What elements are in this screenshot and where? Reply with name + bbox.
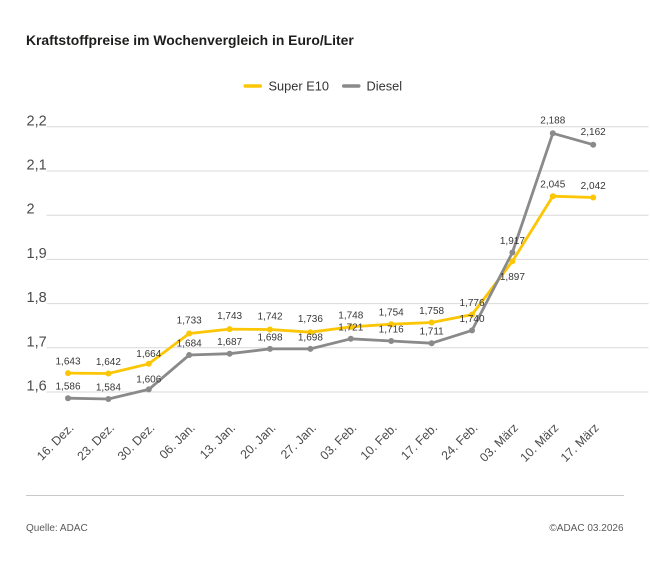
svg-text:17. März: 17. März <box>558 421 602 465</box>
svg-text:03. März: 03. März <box>477 421 521 465</box>
svg-text:Super E10: Super E10 <box>269 78 329 93</box>
svg-text:1,711: 1,711 <box>419 327 444 338</box>
svg-text:1,606: 1,606 <box>136 374 161 385</box>
svg-text:1,716: 1,716 <box>379 325 404 336</box>
svg-text:2,045: 2,045 <box>540 180 565 191</box>
svg-text:13. Jan.: 13. Jan. <box>197 421 238 462</box>
svg-text:20. Jan.: 20. Jan. <box>238 421 279 462</box>
svg-text:Kraftstoffpreise im Wochenverg: Kraftstoffpreise im Wochenvergleich in E… <box>26 32 354 48</box>
svg-text:1,698: 1,698 <box>257 332 282 343</box>
svg-text:03. Feb.: 03. Feb. <box>317 421 359 463</box>
svg-text:1,754: 1,754 <box>379 308 404 319</box>
svg-text:1,743: 1,743 <box>217 311 242 322</box>
svg-text:17. Feb.: 17. Feb. <box>398 421 440 463</box>
svg-text:1,917: 1,917 <box>500 236 525 247</box>
svg-text:23. Dez.: 23. Dez. <box>74 421 117 464</box>
svg-text:1,776: 1,776 <box>459 298 484 309</box>
svg-text:27. Jan.: 27. Jan. <box>278 421 319 462</box>
svg-text:Quelle: ADAC: Quelle: ADAC <box>26 523 88 534</box>
svg-text:1,643: 1,643 <box>55 357 80 368</box>
svg-text:1,698: 1,698 <box>298 332 323 343</box>
svg-text:1,7: 1,7 <box>27 334 47 350</box>
svg-text:1,742: 1,742 <box>257 312 282 323</box>
svg-text:1,740: 1,740 <box>459 314 484 325</box>
svg-text:2,162: 2,162 <box>581 127 606 138</box>
svg-text:1,687: 1,687 <box>217 337 242 348</box>
svg-text:30. Dez.: 30. Dez. <box>115 421 158 464</box>
svg-text:1,758: 1,758 <box>419 306 444 317</box>
svg-text:1,9: 1,9 <box>27 246 47 262</box>
svg-text:1,736: 1,736 <box>298 314 323 325</box>
svg-text:1,584: 1,584 <box>96 383 121 394</box>
svg-text:2,1: 2,1 <box>27 158 47 174</box>
svg-text:1,664: 1,664 <box>136 349 161 360</box>
svg-text:2,2: 2,2 <box>27 113 47 129</box>
svg-text:2: 2 <box>27 202 35 218</box>
svg-text:10. März: 10. März <box>517 421 561 465</box>
svg-text:1,897: 1,897 <box>500 272 525 283</box>
svg-text:2,188: 2,188 <box>540 115 565 126</box>
svg-text:1,748: 1,748 <box>338 310 363 321</box>
svg-text:©ADAC 03.2026: ©ADAC 03.2026 <box>549 523 624 534</box>
svg-text:1,733: 1,733 <box>177 316 202 327</box>
svg-text:1,642: 1,642 <box>96 357 121 368</box>
svg-text:Diesel: Diesel <box>367 78 403 93</box>
svg-text:1,684: 1,684 <box>177 339 202 350</box>
svg-text:24. Feb.: 24. Feb. <box>439 421 481 463</box>
svg-text:1,6: 1,6 <box>27 379 47 395</box>
svg-text:16. Dez.: 16. Dez. <box>34 421 77 464</box>
svg-text:1,8: 1,8 <box>27 290 47 306</box>
svg-text:1,586: 1,586 <box>55 382 80 393</box>
svg-text:1,721: 1,721 <box>338 322 363 333</box>
svg-text:10. Feb.: 10. Feb. <box>358 421 400 463</box>
svg-text:2,042: 2,042 <box>581 181 606 192</box>
svg-text:06. Jan.: 06. Jan. <box>157 421 198 462</box>
